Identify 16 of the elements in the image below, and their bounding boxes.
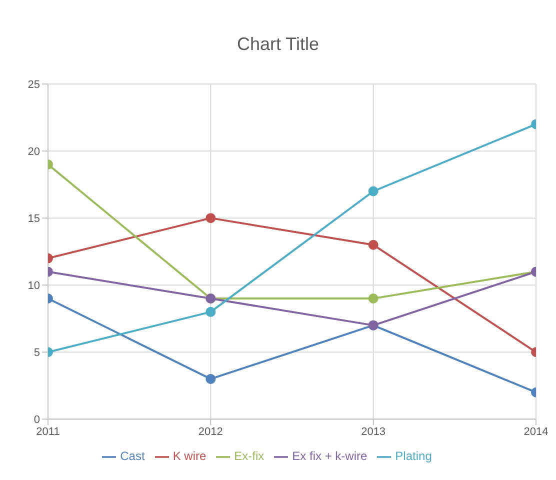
legend-label: K wire [172, 449, 206, 464]
legend-label: Ex-fix [234, 449, 264, 464]
chart-title: Chart Title [236, 33, 320, 56]
x-tick-label: 2013 [361, 426, 386, 438]
x-tick-label: 2014 [524, 426, 548, 438]
y-tick-label: 15 [28, 212, 40, 225]
y-tick-label: 5 [34, 347, 40, 360]
y-tick-label: 10 [28, 280, 40, 292]
x-tick-label: 2012 [198, 426, 223, 438]
legend-label: Plating [395, 449, 432, 464]
x-tick-label: 2011 [36, 426, 60, 438]
y-tick-label: 20 [28, 146, 40, 158]
legend-label: Ex fix + k-wire [292, 449, 368, 464]
y-tick-label: 0 [34, 414, 40, 426]
y-tick-label: 25 [28, 78, 40, 91]
legend-label: Cast [120, 449, 145, 464]
